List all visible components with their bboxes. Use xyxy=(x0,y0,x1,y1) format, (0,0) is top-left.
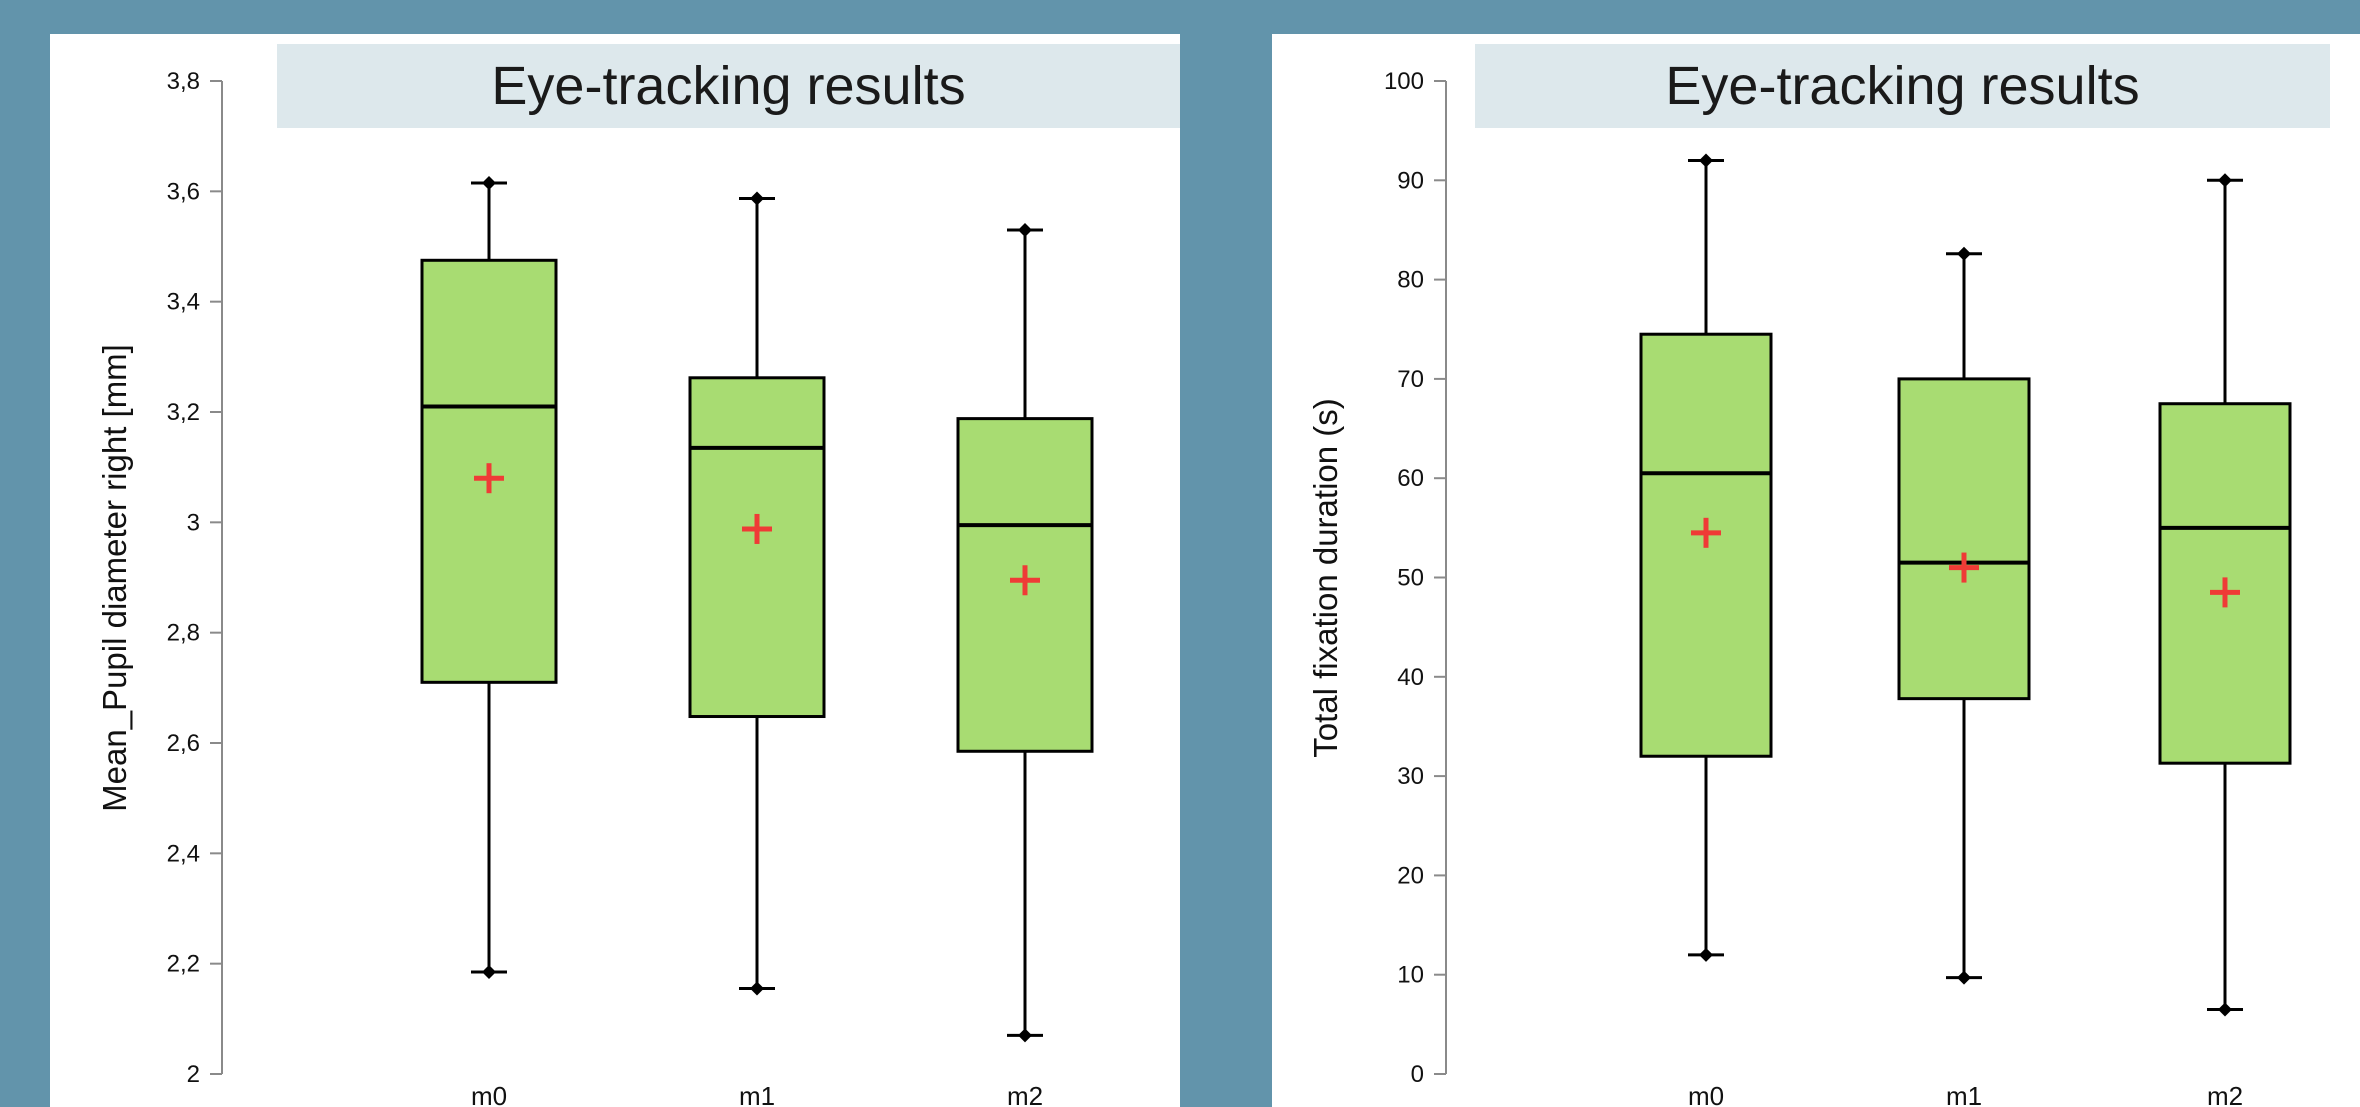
min-marker xyxy=(1957,970,1971,985)
min-marker xyxy=(750,981,764,996)
right-chart-panel: 0 10 20 30 40 50 60 70 80 90 100 Total fixation dur… xyxy=(1272,34,2360,1107)
fixation-duration-boxplot: 0 10 20 30 40 50 60 70 80 90 100 Total fixation dur… xyxy=(1307,68,2292,1107)
max-marker xyxy=(1699,153,1713,168)
chart-title: Eye-tracking results xyxy=(277,44,1180,128)
y-tick-label: 80 xyxy=(1397,267,1424,294)
y-tick-label: 3,2 xyxy=(167,399,200,426)
iqr-box xyxy=(688,376,826,719)
y-axis-label: Mean_Pupil diameter right [mm] xyxy=(96,344,133,812)
y-tick-label: 50 xyxy=(1397,565,1424,592)
min-marker xyxy=(1699,947,1713,962)
iqr-box xyxy=(1897,377,2031,701)
y-tick-label: 3,6 xyxy=(167,178,200,205)
y-tick-label: 3,4 xyxy=(167,289,200,316)
category-label: m0 xyxy=(471,1081,507,1107)
y-tick-label: 2,6 xyxy=(167,730,200,757)
y-tick-label: 2 xyxy=(187,1061,200,1088)
y-tick-label: 3,8 xyxy=(167,68,200,95)
chart-title: Eye-tracking results xyxy=(1475,44,2330,128)
category-label: m1 xyxy=(739,1081,775,1107)
y-tick-label: 2,2 xyxy=(167,951,200,978)
y-tick-label: 2,8 xyxy=(167,620,200,647)
y-tick-label: 0 xyxy=(1411,1061,1424,1088)
max-marker xyxy=(750,191,764,206)
y-tick-label: 10 xyxy=(1397,962,1424,989)
min-marker xyxy=(1018,1028,1032,1043)
y-tick-label: 100 xyxy=(1384,68,1424,95)
y-tick-label: 2,4 xyxy=(167,840,200,867)
left-chart-panel: 2 2,2 2,4 2,6 2,8 3 3,2 3,4 3,6 3,8 Mean_Pupil dia… xyxy=(50,34,1180,1107)
y-tick-label: 20 xyxy=(1397,862,1424,889)
min-marker xyxy=(2218,1002,2232,1017)
y-axis-label: Total fixation duration (s) xyxy=(1307,398,1344,758)
y-tick-label: 60 xyxy=(1397,465,1424,492)
y-tick-label: 40 xyxy=(1397,664,1424,691)
y-tick-label: 30 xyxy=(1397,763,1424,790)
category-label: m1 xyxy=(1946,1081,1982,1107)
y-tick-label: 3 xyxy=(187,509,200,536)
max-marker xyxy=(1957,246,1971,261)
y-tick-label: 70 xyxy=(1397,366,1424,393)
max-marker xyxy=(482,176,496,191)
pupil-diameter-boxplot: 2 2,2 2,4 2,6 2,8 3 3,2 3,4 3,6 3,8 Mean_Pupil dia… xyxy=(96,68,1094,1107)
category-label: m2 xyxy=(1007,1081,1043,1107)
category-label: m2 xyxy=(2207,1081,2243,1107)
max-marker xyxy=(2218,173,2232,188)
category-label: m0 xyxy=(1688,1081,1724,1107)
max-marker xyxy=(1018,222,1032,237)
min-marker xyxy=(482,964,496,979)
y-tick-label: 90 xyxy=(1397,167,1424,194)
